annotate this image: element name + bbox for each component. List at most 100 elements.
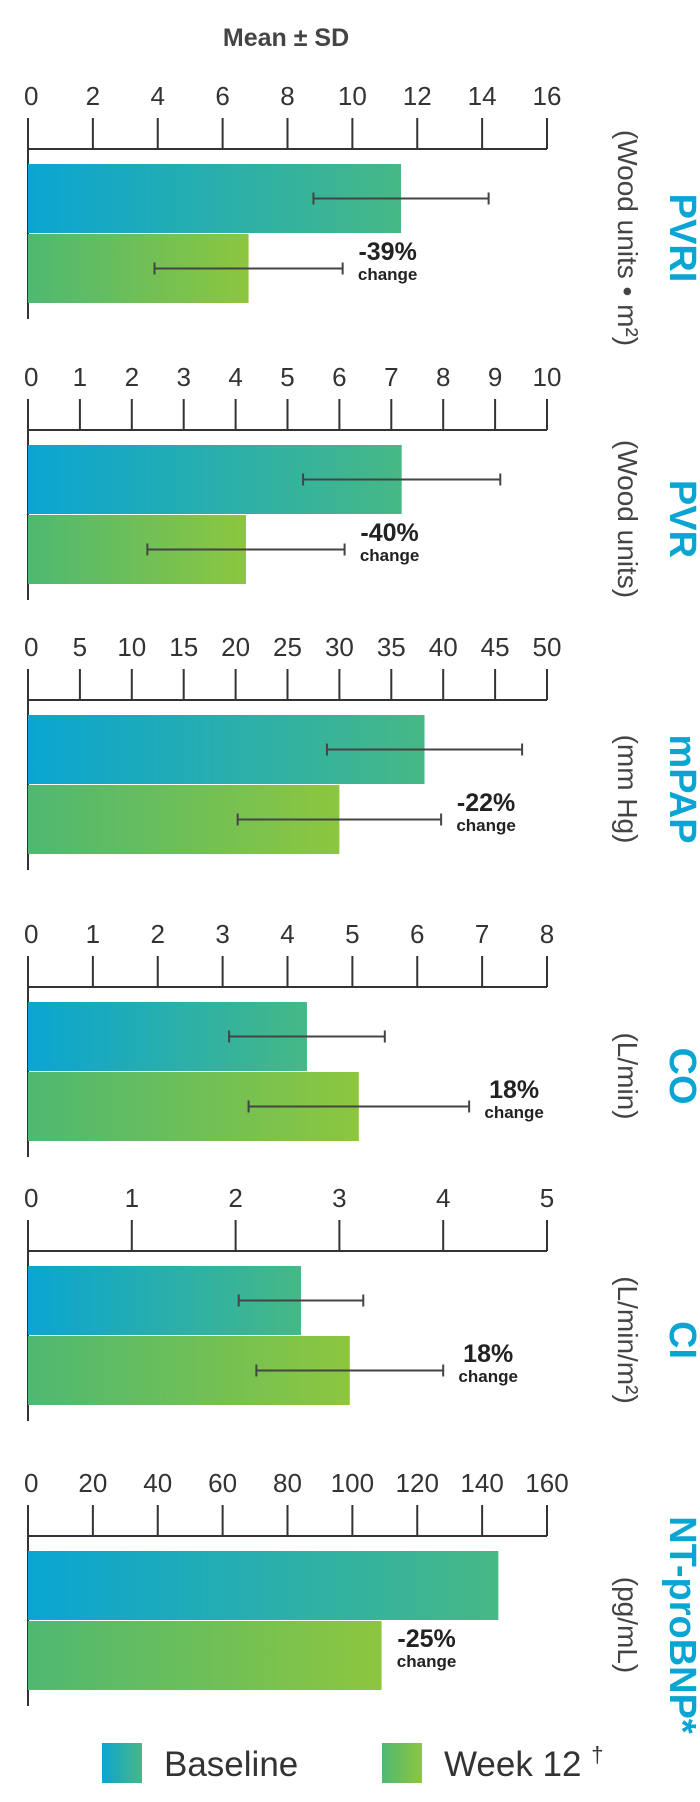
tick-label: 4 bbox=[436, 1183, 450, 1213]
tick-label: 20 bbox=[221, 632, 250, 662]
legend-swatch-baseline bbox=[102, 1743, 142, 1783]
change-percent: -40% bbox=[360, 519, 418, 547]
metric-units: (Wood units) bbox=[612, 440, 643, 598]
metric-units: (mm Hg) bbox=[612, 735, 643, 844]
legend-week12-text: Week 12 bbox=[444, 1745, 582, 1784]
metric-title: PVRI bbox=[661, 194, 700, 283]
tick-label: 160 bbox=[525, 1468, 568, 1498]
tick-label: 50 bbox=[533, 632, 562, 662]
tick-label: 45 bbox=[481, 632, 510, 662]
tick-label: 40 bbox=[429, 632, 458, 662]
panel-pvr: 0 1 2 3 4 5 6 7 8 9 10 -40%change PVR (Wood units) bbox=[24, 362, 700, 600]
tick-label: 8 bbox=[540, 919, 554, 949]
metric-units: (pg/mL) bbox=[612, 1577, 643, 1673]
tick-label: 10 bbox=[117, 632, 146, 662]
tick-label: 3 bbox=[176, 362, 190, 392]
tick-label: 5 bbox=[73, 632, 87, 662]
tick-label: 10 bbox=[338, 81, 367, 111]
tick-label: 1 bbox=[86, 919, 100, 949]
tick-label: 14 bbox=[468, 81, 497, 111]
bar-baseline bbox=[28, 1551, 499, 1620]
tick-label: 0 bbox=[24, 362, 38, 392]
change-label: change bbox=[360, 546, 420, 565]
change-percent: -25% bbox=[397, 1625, 455, 1653]
tick-label: 0 bbox=[24, 1183, 38, 1213]
change-percent: 18% bbox=[489, 1076, 539, 1104]
tick-label: 9 bbox=[488, 362, 502, 392]
tick-label: 5 bbox=[345, 919, 359, 949]
legend-label-baseline: Baseline bbox=[164, 1745, 298, 1784]
tick-label: 6 bbox=[410, 919, 424, 949]
metric-title: PVR bbox=[661, 480, 700, 558]
chart-header: Mean ± SD bbox=[223, 24, 349, 52]
change-label: change bbox=[458, 1367, 518, 1386]
tick-label: 2 bbox=[228, 1183, 242, 1213]
tick-label: 8 bbox=[280, 81, 294, 111]
tick-label: 2 bbox=[86, 81, 100, 111]
tick-label: 40 bbox=[143, 1468, 172, 1498]
error-bar-week12 bbox=[247, 1100, 471, 1113]
error-bar-week12 bbox=[146, 543, 346, 556]
metric-title: CO bbox=[661, 1048, 700, 1105]
error-bar-week12 bbox=[255, 1364, 445, 1377]
tick-label: 15 bbox=[169, 632, 198, 662]
bar-week12 bbox=[28, 1621, 382, 1690]
legend-dagger: † bbox=[591, 1742, 603, 1767]
change-percent: 18% bbox=[463, 1340, 513, 1368]
tick-label: 60 bbox=[208, 1468, 237, 1498]
tick-label: 120 bbox=[396, 1468, 439, 1498]
error-bar-baseline bbox=[228, 1030, 386, 1043]
error-bar-baseline bbox=[237, 1294, 365, 1307]
metric-units: (L/min/m²) bbox=[612, 1276, 643, 1404]
error-bar-baseline bbox=[312, 192, 490, 205]
change-label: change bbox=[397, 1652, 457, 1671]
tick-label: 80 bbox=[273, 1468, 302, 1498]
tick-label: 8 bbox=[436, 362, 450, 392]
tick-label: 5 bbox=[540, 1183, 554, 1213]
tick-label: 1 bbox=[73, 362, 87, 392]
legend-label-week12: Week 12 † bbox=[444, 1742, 603, 1784]
tick-label: 4 bbox=[280, 919, 294, 949]
tick-label: 5 bbox=[280, 362, 294, 392]
error-bar-baseline bbox=[325, 743, 524, 756]
tick-label: 6 bbox=[332, 362, 346, 392]
tick-label: 100 bbox=[331, 1468, 374, 1498]
tick-label: 0 bbox=[24, 632, 38, 662]
legend: Baseline Week 12 † bbox=[102, 1742, 603, 1784]
tick-label: 25 bbox=[273, 632, 302, 662]
tick-label: 7 bbox=[384, 362, 398, 392]
panel-co: 0 1 2 3 4 5 6 7 8 18%change CO (L/min) bbox=[24, 919, 700, 1157]
panels: 0 2 4 6 8 10 12 14 16-39%change PVRI(Wood units •… bbox=[24, 81, 700, 1734]
change-percent: -22% bbox=[457, 789, 515, 817]
legend-swatch-week12 bbox=[382, 1743, 422, 1783]
change-label: change bbox=[358, 265, 418, 284]
change-label: change bbox=[456, 816, 516, 835]
error-bar-baseline bbox=[302, 473, 502, 486]
tick-label: 4 bbox=[228, 362, 242, 392]
tick-label: 10 bbox=[533, 362, 562, 392]
metric-title: CI bbox=[661, 1321, 700, 1359]
metric-title: mPAP bbox=[661, 734, 700, 843]
tick-label: 35 bbox=[377, 632, 406, 662]
tick-label: 0 bbox=[24, 1468, 38, 1498]
error-bar-week12 bbox=[236, 813, 443, 826]
tick-label: 6 bbox=[215, 81, 229, 111]
panel-pvri: 0 2 4 6 8 10 12 14 16 -39%change PVRI (Wood units •… bbox=[24, 81, 700, 346]
panel-mpap: 0 5 10 15 20 25 30 35 40 45 50 -22%change mPAP (mm Hg… bbox=[24, 632, 700, 870]
metric-title: NT-proBNP* bbox=[661, 1516, 700, 1734]
tick-label: 7 bbox=[475, 919, 489, 949]
panel-ci: 0 1 2 3 4 5 18%change CI (L/min/m²) bbox=[24, 1183, 700, 1421]
tick-label: 4 bbox=[151, 81, 165, 111]
tick-label: 30 bbox=[325, 632, 354, 662]
metric-units: (Wood units • m²) bbox=[612, 130, 643, 346]
metric-units: (L/min) bbox=[612, 1032, 643, 1119]
panel-nt-probnp-: 0 20 40 60 80 100 120 140 160 -25%change NT-proBNP… bbox=[24, 1468, 700, 1734]
error-bar-week12 bbox=[153, 262, 344, 275]
change-label: change bbox=[484, 1103, 544, 1122]
tick-label: 1 bbox=[125, 1183, 139, 1213]
tick-label: 0 bbox=[24, 81, 38, 111]
tick-label: 3 bbox=[332, 1183, 346, 1213]
tick-label: 16 bbox=[533, 81, 562, 111]
tick-label: 2 bbox=[151, 919, 165, 949]
